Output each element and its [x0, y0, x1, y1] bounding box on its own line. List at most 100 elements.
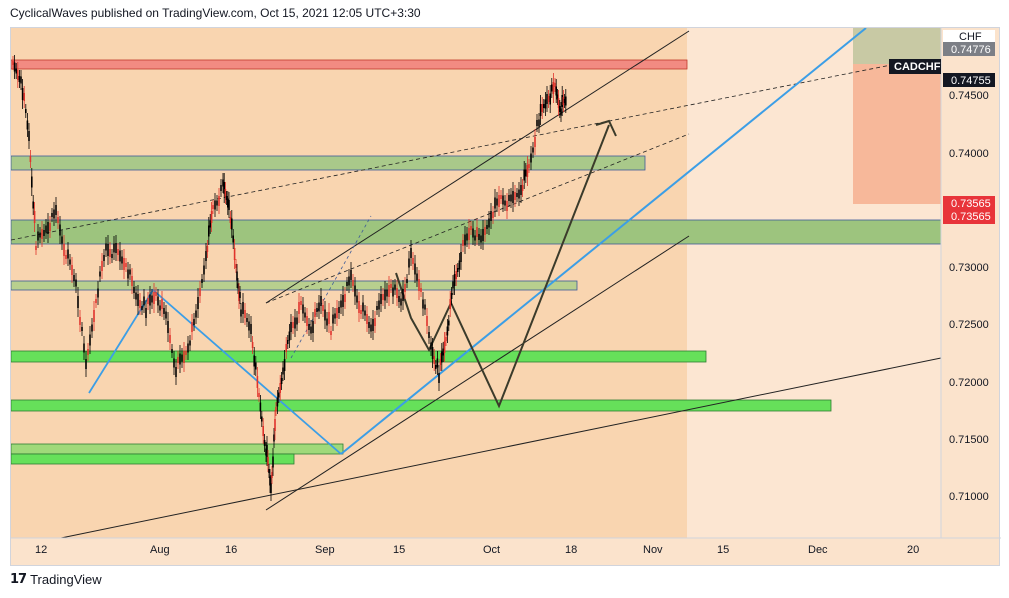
projection-path[interactable] — [395, 124, 610, 409]
candle-body — [510, 194, 512, 202]
time-tick-label: Nov — [643, 544, 663, 556]
candle-body — [453, 274, 456, 286]
candle-body — [398, 296, 400, 302]
blue-trendline[interactable] — [340, 28, 867, 455]
candle-body — [15, 68, 17, 74]
candle-body — [358, 301, 360, 313]
price-tick-label: 0.71500 — [949, 434, 989, 446]
price-axis[interactable]: 0.745000.740000.735000.730000.725000.720… — [949, 90, 989, 503]
candle-body — [133, 287, 135, 293]
candle-body — [488, 218, 490, 228]
footer-brand[interactable]: TradingView — [30, 572, 102, 587]
candle-body — [322, 305, 324, 311]
candle-body — [123, 258, 125, 270]
candle-body — [300, 301, 302, 305]
candle-body — [462, 240, 464, 246]
candle-body — [236, 271, 238, 281]
candle-body — [340, 300, 342, 308]
candle-body — [472, 228, 474, 238]
channel-top-line[interactable] — [265, 30, 690, 304]
candle-body — [209, 220, 211, 228]
candle-body — [77, 296, 79, 308]
support-zone-5[interactable] — [11, 399, 832, 412]
price-chart[interactable]: 0.745000.740000.735000.730000.725000.720… — [11, 28, 1001, 567]
candle-body — [556, 94, 559, 100]
price-tick-label: 0.74000 — [949, 148, 989, 160]
candle-body — [276, 397, 279, 407]
candle-body — [374, 318, 376, 326]
candle-body — [157, 296, 159, 306]
support-zone-1[interactable] — [11, 155, 646, 171]
candle-body — [33, 211, 36, 223]
candle-body — [53, 209, 55, 219]
candle-body — [141, 306, 143, 310]
long-trendline[interactable] — [60, 357, 942, 539]
candle-body — [113, 243, 115, 253]
candle-body — [388, 285, 390, 297]
candle-body — [551, 84, 553, 92]
candle-body — [45, 225, 47, 233]
candle-body — [266, 445, 268, 457]
candle-body — [231, 218, 233, 230]
target-box[interactable] — [853, 28, 941, 64]
candle-body — [484, 227, 486, 235]
candle-body — [565, 96, 567, 106]
candle-body — [474, 235, 476, 241]
dashed-trendline-1[interactable] — [11, 62, 902, 241]
candle-body — [534, 137, 536, 147]
candle-body — [450, 293, 453, 299]
candle-body — [275, 407, 277, 411]
blue-pattern-line[interactable] — [88, 288, 342, 455]
candle-body — [328, 312, 330, 324]
candle-body — [380, 294, 382, 304]
tv-logo-icon: 17 — [10, 572, 27, 587]
candle-body — [372, 319, 374, 331]
time-tick-label: 18 — [565, 544, 577, 556]
support-zone-2[interactable] — [11, 219, 942, 245]
candle-body — [430, 342, 432, 350]
candle-body — [175, 367, 177, 377]
candle-body — [283, 359, 286, 371]
candle-body — [29, 156, 32, 162]
candle-body — [435, 365, 437, 369]
candle-body — [348, 276, 350, 286]
support-zone-7[interactable] — [11, 453, 295, 465]
candle-body — [189, 340, 191, 346]
candle-body — [308, 324, 310, 330]
stop-box[interactable] — [853, 64, 941, 204]
candle-body — [99, 271, 101, 277]
candle-body — [117, 249, 119, 255]
candle-body — [287, 340, 289, 344]
channel-bottom-line[interactable] — [265, 235, 690, 511]
candle-body — [362, 302, 364, 312]
candle-body — [416, 273, 418, 281]
candle-body — [546, 94, 548, 104]
candle-body — [250, 324, 252, 334]
candle-body — [228, 200, 230, 210]
support-zone-6[interactable] — [11, 443, 344, 455]
candle-body — [177, 357, 179, 363]
time-axis[interactable]: 12 Aug 16 Sep 15 Oct 18 Nov 15 Dec 20 — [35, 544, 919, 556]
candle-body — [547, 96, 550, 102]
candle-body — [206, 246, 209, 252]
candle-body — [460, 252, 462, 262]
support-zone-4[interactable] — [11, 350, 707, 363]
candle-body — [85, 359, 87, 369]
candle-body — [544, 99, 547, 109]
candle-body — [512, 191, 514, 203]
candle-body — [555, 86, 557, 96]
candle-body — [320, 296, 322, 306]
dashed-trendline-2[interactable] — [265, 133, 690, 304]
footer: 17 TradingView — [10, 572, 102, 587]
candle-body — [119, 250, 121, 262]
time-tick-label: 16 — [225, 544, 237, 556]
resistance-zone[interactable] — [11, 59, 688, 70]
candle-body — [109, 249, 111, 257]
chart-panel[interactable]: 0.745000.740000.735000.730000.725000.720… — [10, 27, 1001, 567]
candle-body — [270, 483, 272, 493]
candle-body — [212, 205, 214, 209]
candle-body — [268, 469, 270, 473]
candle-body — [248, 321, 250, 331]
candle-body — [71, 265, 73, 275]
candle-body — [83, 343, 85, 353]
